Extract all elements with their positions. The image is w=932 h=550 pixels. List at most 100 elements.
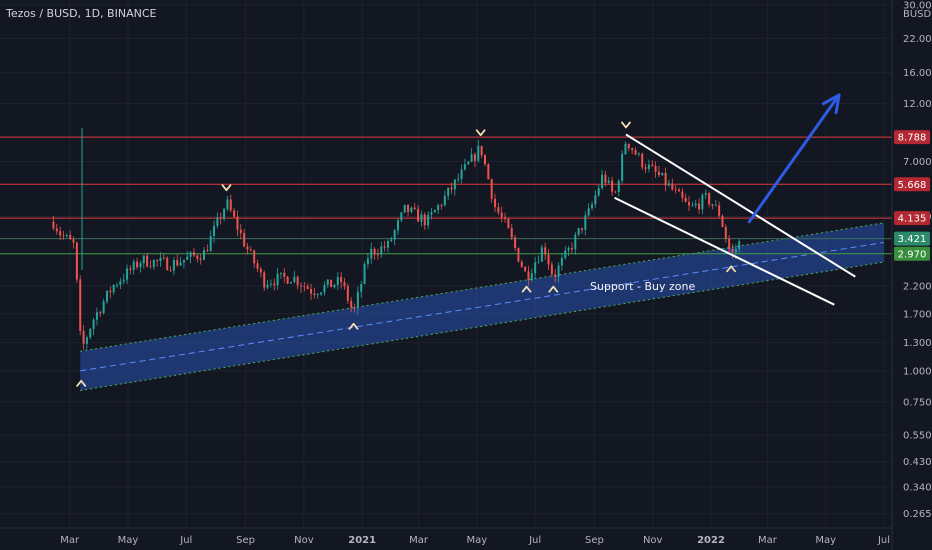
pivot-low-marker: [726, 265, 736, 273]
candle-body: [236, 216, 239, 230]
level-tag: [894, 177, 930, 192]
candle-body: [550, 264, 553, 275]
projection-arrow-shaft: [747, 93, 841, 224]
candle-body: [89, 328, 92, 338]
candle-body: [688, 201, 691, 206]
candle-body: [346, 286, 349, 301]
price-axis[interactable]: 30.00022.00016.00012.0007.0004.2002.2001…: [903, 1, 932, 521]
candle-body: [637, 153, 640, 155]
candle-body: [303, 286, 306, 288]
price-tags: 8.788 5.668 4.135 3.421 2.970: [894, 130, 930, 261]
x-tick-label: Mar: [758, 535, 778, 546]
candle-body: [614, 191, 617, 193]
candle-body: [223, 208, 226, 219]
candle-body: [397, 220, 400, 231]
candle-body: [497, 207, 500, 213]
candle-body: [330, 279, 333, 288]
candle-body: [105, 290, 108, 302]
chart-title: Tezos / BUSD, 1D, BINANCE: [5, 7, 157, 20]
candle-body: [85, 337, 88, 344]
time-axis[interactable]: Mar May Jul Sep Nov 2021 Mar May Jul Sep Nov 2022 Ma…: [60, 535, 890, 546]
y-tick-label: 1.300: [903, 338, 932, 349]
x-tick-label: May: [467, 535, 488, 546]
candle-body: [353, 307, 356, 309]
candle-body: [671, 183, 674, 190]
candle-body: [427, 214, 430, 226]
level-tag: [894, 246, 930, 261]
candle-body: [336, 277, 339, 285]
candle-body: [186, 256, 189, 260]
candle-body: [350, 300, 353, 308]
candle-body: [477, 145, 480, 161]
candle-body: [718, 205, 721, 216]
candle-body: [450, 187, 453, 190]
candle-body: [159, 257, 162, 262]
candle-body: [149, 266, 152, 268]
candle-body: [233, 210, 236, 217]
candle-body: [540, 247, 543, 262]
y-tick-label: 0.430: [903, 457, 932, 468]
candle-body: [273, 283, 276, 286]
x-tick-label: 2021: [348, 535, 376, 546]
candle-body: [473, 154, 476, 161]
candle-body: [494, 198, 497, 208]
candle-body: [189, 252, 192, 257]
candle-body: [644, 167, 647, 170]
candle-body: [584, 215, 587, 230]
y-tick-label: 0.265: [903, 509, 932, 520]
candle-body: [440, 205, 443, 206]
candle-body: [99, 312, 102, 314]
candle-body: [192, 252, 195, 256]
candle-body: [490, 179, 493, 199]
candle-body: [390, 239, 393, 242]
x-tick-label: Sep: [585, 535, 604, 546]
candle-body: [433, 209, 436, 213]
candle-body: [524, 266, 527, 272]
candle-body: [162, 257, 165, 259]
candle-body: [213, 225, 216, 237]
candle-body: [721, 215, 724, 227]
candle-body: [507, 218, 510, 229]
candle-body: [59, 231, 62, 236]
support-band: [80, 222, 884, 391]
horizontal-levels: [0, 128, 892, 270]
candle-body: [179, 262, 182, 266]
candle-body: [383, 246, 386, 248]
falling-channel-lower: [614, 196, 835, 306]
level-tag-label: 3.421: [898, 234, 927, 245]
candle-body: [417, 208, 420, 222]
candle-body: [437, 205, 440, 210]
candle-body: [423, 214, 426, 226]
candle-body: [283, 272, 286, 277]
candle-body: [326, 279, 329, 286]
candle-body: [651, 164, 654, 166]
candle-body: [370, 248, 373, 259]
candle-body: [243, 233, 246, 247]
candle-body: [363, 263, 366, 285]
candle-body: [591, 204, 594, 209]
candle-body: [698, 203, 701, 210]
candle-body: [601, 174, 604, 189]
candle-body: [116, 284, 119, 286]
candle-body: [734, 249, 737, 253]
candle-body: [654, 165, 657, 172]
candle-body: [611, 180, 614, 192]
candle-body: [510, 228, 513, 238]
candle-body: [634, 150, 637, 155]
candle-body: [627, 143, 630, 149]
candle-body: [527, 271, 530, 280]
currency-label: BUSD: [903, 9, 932, 20]
candle-body: [249, 249, 252, 251]
candle-body: [400, 212, 403, 221]
candle-body: [176, 259, 179, 266]
pivot-high-marker: [475, 129, 486, 137]
support-band-bottom: [80, 261, 885, 391]
y-tick-label: 0.750: [903, 397, 932, 408]
candle-body: [711, 204, 714, 206]
candle-body: [547, 254, 550, 265]
candle-body: [286, 276, 289, 284]
candle-body: [514, 237, 517, 248]
candle-body: [269, 283, 272, 285]
